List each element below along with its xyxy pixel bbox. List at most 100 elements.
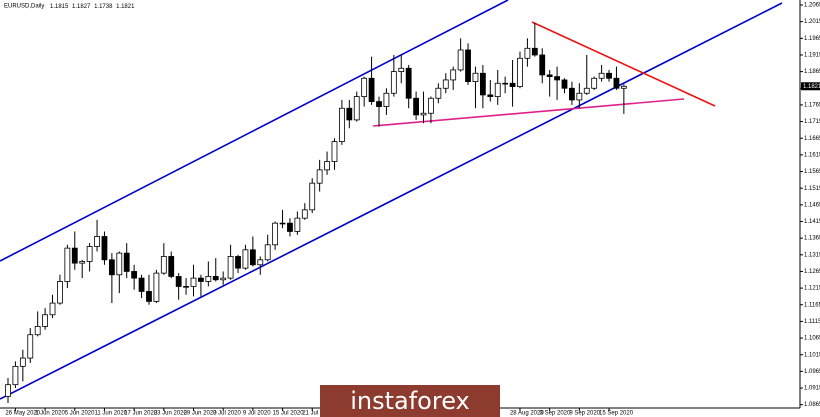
candle-body xyxy=(509,82,516,87)
candle-body xyxy=(168,256,175,277)
y-tick-label: 1.1915 xyxy=(804,53,820,59)
candle-body xyxy=(517,57,523,87)
candle-body xyxy=(27,334,34,359)
candle-body xyxy=(227,256,234,279)
candle-body xyxy=(116,252,123,276)
candle-body xyxy=(569,87,575,101)
y-tick-label: 1.1165 xyxy=(804,302,820,308)
candle-body xyxy=(383,92,390,107)
candle-body xyxy=(435,87,442,99)
candle-body xyxy=(294,217,301,232)
candle-body xyxy=(12,365,19,386)
y-tick-label: 1.1015 xyxy=(804,352,820,358)
candle-body xyxy=(249,249,256,266)
candle-body xyxy=(94,236,100,247)
candle-body xyxy=(34,325,41,336)
candle-body xyxy=(324,161,330,171)
candle-body xyxy=(183,286,189,288)
candle-body xyxy=(576,92,583,101)
candle-body xyxy=(101,236,108,261)
y-tick-label: 1.1965 xyxy=(804,36,820,42)
x-tick-label: 15 Sep 2020 xyxy=(599,411,634,417)
candle-body xyxy=(546,74,553,78)
resistance-line xyxy=(531,21,716,107)
candle-body xyxy=(79,261,86,264)
x-tick-label: 26 May 2020 xyxy=(5,411,40,417)
candle-body xyxy=(606,72,612,79)
candle-body xyxy=(376,101,382,107)
candle-body xyxy=(5,384,11,397)
channel-lower xyxy=(0,2,783,400)
candle-body xyxy=(531,47,538,56)
y-tick-label: 1.1615 xyxy=(804,152,820,158)
candle-body xyxy=(131,271,138,279)
y-tick-label: 1.1265 xyxy=(804,269,820,275)
y-tick-label: 1.1065 xyxy=(804,336,820,342)
y-tick-label: 1.1515 xyxy=(804,186,820,192)
price-label: 1.1821 xyxy=(803,84,820,90)
candle-body xyxy=(146,291,152,302)
candle-body xyxy=(346,107,353,121)
candle-body xyxy=(353,96,360,121)
candle-body xyxy=(264,244,271,261)
candle-body xyxy=(524,47,531,59)
x-tick-label: 23 Jun 2020 xyxy=(154,411,188,417)
x-tick-label: 3 Sep 2020 xyxy=(540,411,571,417)
x-tick-label: 15 Jul 2020 xyxy=(273,411,305,417)
candle-body xyxy=(457,49,464,71)
y-tick-label: 1.1365 xyxy=(804,236,820,242)
candle-body xyxy=(123,252,130,272)
candle-body xyxy=(316,169,323,184)
header-open: 1.1815 xyxy=(50,4,69,10)
candle-body xyxy=(19,357,26,367)
y-tick-label: 1.1215 xyxy=(804,286,820,292)
y-tick-label: 1.1765 xyxy=(804,102,820,108)
candle-body xyxy=(361,77,368,97)
candle-body xyxy=(42,314,48,327)
price-box xyxy=(801,82,820,91)
x-tick-label: 17 Jun 2020 xyxy=(124,411,158,417)
chart-title: EURUSD,Daily xyxy=(4,4,44,10)
candle-body xyxy=(108,259,115,276)
ohlc-header: 1.1815 1.1827 1.1738 1.1821 xyxy=(50,4,135,10)
x-tick-label: 3 Jul 2020 xyxy=(213,411,241,417)
candle-body xyxy=(442,79,449,89)
candle-body xyxy=(190,277,197,287)
y-tick-label: 1.1115 xyxy=(804,319,820,325)
candle-body xyxy=(502,82,509,85)
candle-body xyxy=(49,302,56,316)
header-high: 1.1827 xyxy=(72,4,91,10)
candle-body xyxy=(613,77,620,89)
candle-body xyxy=(153,272,160,302)
x-tick-label: 11 Jun 2020 xyxy=(94,411,127,417)
x-tick-label: 9 Jul 2020 xyxy=(243,411,271,417)
candle-body xyxy=(413,97,420,116)
candle-body xyxy=(71,247,78,264)
candle-body xyxy=(405,67,412,99)
candle-body xyxy=(368,77,375,102)
y-tick-label: 1.0865 xyxy=(804,402,820,408)
y-tick-label: 1.1465 xyxy=(804,202,820,208)
watermark-banner: instaforex xyxy=(320,385,500,417)
candle-body xyxy=(539,54,546,76)
candle-body xyxy=(235,256,241,269)
candle-body xyxy=(472,72,479,82)
x-tick-label: 5 Jun 2020 xyxy=(65,411,95,417)
candle-body xyxy=(591,77,598,89)
y-tick-label: 1.2065 xyxy=(804,3,820,9)
x-tick-label: 29 Jun 2020 xyxy=(184,411,218,417)
x-tick-label: 9 Sep 2020 xyxy=(569,411,600,417)
candle-body xyxy=(598,72,605,79)
y-tick-label: 1.1565 xyxy=(804,169,820,175)
candle-body xyxy=(205,276,212,282)
candle-body xyxy=(279,222,286,225)
support-line xyxy=(372,98,685,127)
candle-body xyxy=(287,222,293,232)
candle-body xyxy=(242,249,249,269)
candle-body xyxy=(479,72,486,96)
candle-body xyxy=(220,277,227,281)
candle-body xyxy=(428,97,434,114)
